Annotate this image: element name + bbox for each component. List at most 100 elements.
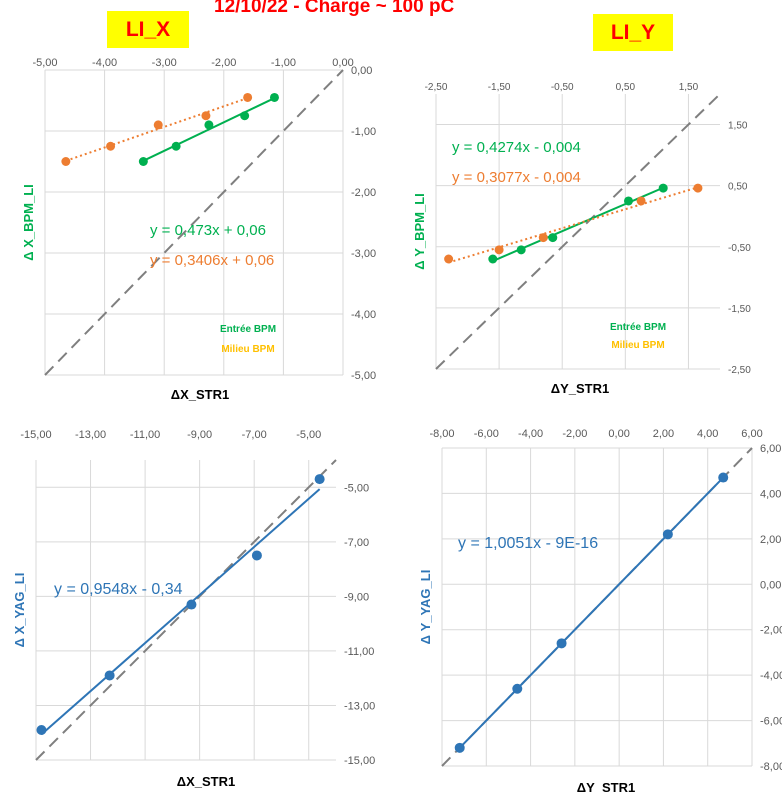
x-tick-label: -1,00: [271, 57, 296, 69]
y-tick-label: -2,50: [728, 365, 751, 376]
x-tick-label: 6,00: [741, 428, 762, 440]
identity-line: [35, 459, 337, 761]
x-tick-label: 4,00: [697, 428, 718, 440]
y-tick-label: -11,00: [344, 646, 374, 658]
tag-li-y: LI_Y: [593, 14, 673, 51]
data-point: [204, 120, 214, 130]
chart-y-yag: -8,00 -6,00 -4,00 -2,00 0,00 2,00 4,00 6,00 6,00…: [418, 428, 782, 792]
x-tick-label: -2,00: [562, 428, 587, 440]
trendline-equation: y = 0,4274x - 0,004: [452, 139, 581, 156]
gridlines: [35, 460, 336, 761]
trendline: [65, 97, 248, 162]
y-tick-label: -6,00: [760, 716, 782, 728]
data-point: [623, 196, 633, 206]
x-tick-label: -0,50: [551, 82, 574, 93]
x-tick-label: -15,00: [20, 429, 51, 441]
y-tick-label: 0,00: [351, 65, 372, 77]
x-tick-label: -8,00: [429, 428, 454, 440]
trendline: [458, 476, 724, 749]
data-point: [516, 245, 526, 255]
x-axis-title: ΔX_STR1: [171, 387, 229, 402]
x-tick-label: -13,00: [75, 429, 106, 441]
chart-y-bpm: -2,50 -1,50 -0,50 0,50 1,50 1,50 0,50 -0,50 -1,5…: [412, 82, 751, 396]
data-point: [269, 92, 279, 102]
chart-x-yag: -15,00 -13,00 -11,00 -9,00 -7,00 -5,00 -5,00 -7…: [12, 429, 375, 789]
data-point: [636, 196, 646, 206]
y-tick-label: -15,00: [344, 755, 375, 767]
trendline-equation: y = 1,0051x - 9E-16: [458, 535, 598, 552]
data-point: [243, 92, 253, 102]
y-tick-label: -1,50: [728, 304, 751, 315]
series-data: [36, 474, 325, 736]
y-tick-label: 0,50: [728, 182, 748, 193]
identity-line: [44, 69, 344, 376]
y-tick-label: -3,00: [351, 248, 376, 260]
trendline: [40, 488, 321, 736]
y-tick-label: -2,00: [351, 187, 376, 199]
series-milieu-bpm: [61, 92, 253, 166]
trendline: [142, 97, 275, 162]
x-tick-label: -3,00: [152, 57, 177, 69]
x-tick-label: 2,00: [653, 428, 674, 440]
legend-label: Entrée BPM: [610, 322, 666, 333]
y-tick-label: -13,00: [344, 700, 375, 712]
x-tick-label: -5,00: [32, 57, 57, 69]
y-tick-label: -7,00: [344, 537, 369, 549]
data-point: [314, 474, 325, 485]
data-point: [454, 742, 465, 753]
x-tick-label: -4,00: [92, 57, 117, 69]
data-point: [488, 254, 498, 264]
series-entrée-bpm: [138, 92, 279, 166]
x-axis-title: ΔY_STR1: [551, 381, 609, 396]
legend-label: Milieu BPM: [611, 340, 664, 351]
y-tick-label: 1,50: [728, 121, 748, 132]
x-tick-label: -7,00: [242, 429, 267, 441]
x-tick-label: -11,00: [130, 429, 160, 441]
trendline-equation: y = 0,473x + 0,06: [150, 222, 266, 239]
data-point: [538, 233, 548, 243]
identity-line: [435, 93, 721, 370]
y-axis-title: Δ X_BPM_LI: [21, 184, 36, 261]
x-tick-label: -9,00: [187, 429, 212, 441]
data-point: [693, 183, 703, 193]
y-axis-title: Δ Y_BPM_LI: [412, 193, 427, 270]
data-point: [201, 111, 211, 121]
trendline-equation: y = 0,3077x - 0,004: [452, 169, 581, 186]
data-point: [251, 550, 262, 561]
x-tick-label: -4,00: [518, 428, 543, 440]
data-point: [106, 141, 116, 151]
trendline-equation: y = 0,9548x - 0,34: [54, 581, 183, 598]
legend-label: Entrée BPM: [220, 324, 276, 335]
x-tick-label: 1,50: [679, 82, 699, 93]
y-axis-title: Δ X_YAG_LI: [12, 573, 27, 648]
data-point: [61, 157, 71, 166]
x-tick-label: -6,00: [474, 428, 499, 440]
data-point: [662, 529, 673, 540]
x-axis-title: ΔX_STR1: [177, 774, 235, 789]
y-tick-label: -0,50: [728, 243, 751, 254]
data-point: [104, 670, 115, 681]
gridlines: [44, 69, 344, 376]
series-entrée-bpm: [488, 183, 668, 264]
data-point: [548, 233, 558, 243]
y-tick-label: 6,00: [760, 443, 781, 455]
x-axis-title: ΔY_STR1: [577, 780, 635, 792]
trendline-equation: y = 0,3406x + 0,06: [150, 252, 274, 269]
y-tick-label: -9,00: [344, 591, 369, 603]
x-tick-label: -2,50: [425, 82, 448, 93]
data-point: [556, 638, 567, 649]
x-tick-label: 0,00: [608, 428, 629, 440]
data-point: [444, 254, 454, 264]
x-tick-label: 0,50: [616, 82, 636, 93]
x-tick-label: -2,00: [211, 57, 236, 69]
data-point: [718, 472, 729, 483]
series-milieu-bpm: [444, 183, 703, 264]
data-point: [186, 599, 197, 610]
trendline: [448, 186, 699, 264]
y-tick-label: -5,00: [351, 370, 376, 382]
data-point: [153, 120, 163, 130]
y-tick-label: 2,00: [760, 534, 781, 546]
gridlines: [441, 447, 753, 767]
x-tick-label: -1,50: [488, 82, 511, 93]
data-point: [240, 111, 250, 121]
